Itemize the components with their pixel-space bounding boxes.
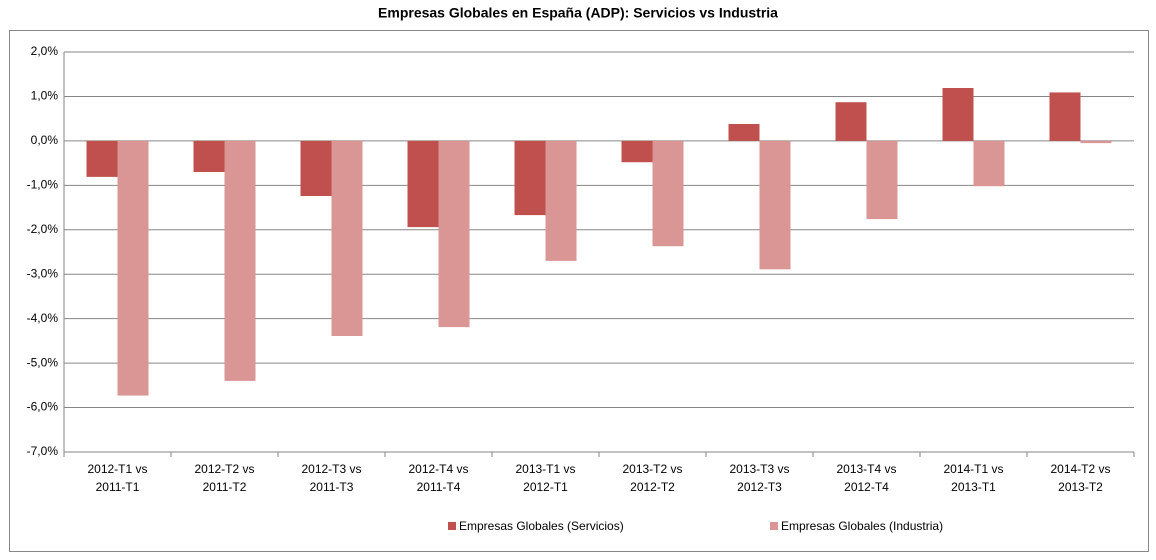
bar (835, 102, 867, 141)
y-tick-label: -6,0% (27, 400, 59, 414)
bar (86, 140, 118, 177)
x-tick-label: 2013-T1 vs 2012-T1 (515, 462, 576, 494)
bar (407, 140, 439, 228)
bar (224, 140, 256, 381)
y-tick-label: -2,0% (27, 222, 59, 236)
legend-label: Empresas Globales (Servicios) (459, 519, 624, 533)
y-tick-label: 1,0% (31, 89, 59, 103)
bar (866, 140, 898, 220)
x-tick-label: 2012-T4 vs 2011-T4 (408, 462, 469, 494)
x-tick-label: 2012-T3 vs 2011-T3 (301, 462, 362, 494)
y-tick-label: -1,0% (27, 178, 59, 192)
chart-border (9, 30, 1149, 552)
bar (300, 140, 332, 196)
y-tick-label: -5,0% (27, 355, 59, 369)
bar (514, 140, 546, 216)
bar (1080, 140, 1112, 144)
bar (545, 140, 577, 261)
bar (942, 88, 974, 141)
x-tick-label: 2014-T2 vs 2013-T2 (1050, 462, 1111, 494)
chart-title: Empresas Globales en España (ADP): Servi… (378, 5, 778, 21)
x-tick-label: 2012-T1 vs 2011-T1 (87, 462, 148, 494)
bar (759, 140, 791, 270)
bar (652, 140, 684, 247)
bar (728, 124, 760, 141)
x-tick-label: 2013-T4 vs 2012-T4 (836, 462, 897, 494)
bar (1049, 92, 1081, 141)
bar (621, 140, 653, 163)
legend-label: Empresas Globales (Industria) (781, 519, 943, 533)
x-tick-label: 2013-T2 vs 2012-T2 (622, 462, 683, 494)
x-tick-label: 2013-T3 vs 2012-T3 (729, 462, 790, 494)
bar (193, 140, 225, 172)
x-tick-label: 2012-T2 vs 2011-T2 (194, 462, 255, 494)
y-tick-label: 0,0% (31, 133, 59, 147)
bar (117, 140, 149, 396)
y-tick-label: -3,0% (27, 266, 59, 280)
x-tick-label: 2014-T1 vs 2013-T1 (943, 462, 1004, 494)
bar (331, 140, 363, 336)
bar (438, 140, 470, 328)
legend-swatch (448, 522, 456, 530)
y-tick-label: 2,0% (31, 44, 59, 58)
bar (973, 140, 1005, 187)
y-tick-label: -4,0% (27, 311, 59, 325)
y-tick-label: -7,0% (27, 444, 59, 458)
legend-swatch (770, 522, 778, 530)
